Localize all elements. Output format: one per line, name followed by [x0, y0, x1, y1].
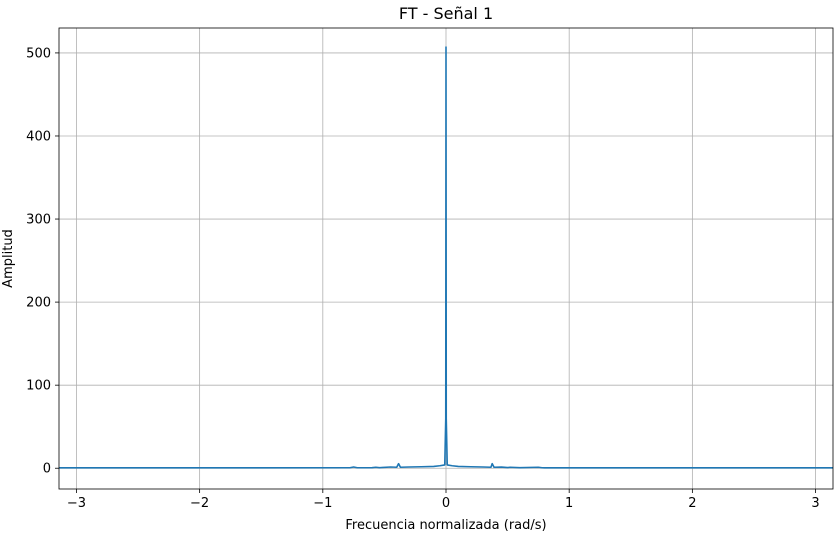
x-tick-label: 2 [688, 496, 696, 511]
ticks: −3 −2 −1 0 1 2 3 0 100 200 300 400 500 [26, 46, 820, 511]
x-tick-label: 3 [811, 496, 819, 511]
series-line [59, 46, 833, 469]
y-tick-label: 200 [26, 296, 51, 311]
x-axis-label: Frecuencia normalizada (rad/s) [345, 518, 546, 533]
y-axis-label: Amplitud [1, 229, 16, 288]
y-tick-label: 0 [43, 462, 51, 477]
series-layer [59, 46, 833, 469]
x-tick-label: 1 [565, 496, 573, 511]
x-tick-label: 0 [442, 496, 450, 511]
y-tick-label: 500 [26, 46, 51, 61]
x-tick-label: −1 [313, 496, 332, 511]
x-tick-label: −2 [190, 496, 209, 511]
x-tick-label: −3 [67, 496, 86, 511]
y-tick-label: 300 [26, 213, 51, 228]
y-tick-label: 400 [26, 129, 51, 144]
y-tick-label: 100 [26, 379, 51, 394]
chart-title: FT - Señal 1 [399, 4, 493, 23]
